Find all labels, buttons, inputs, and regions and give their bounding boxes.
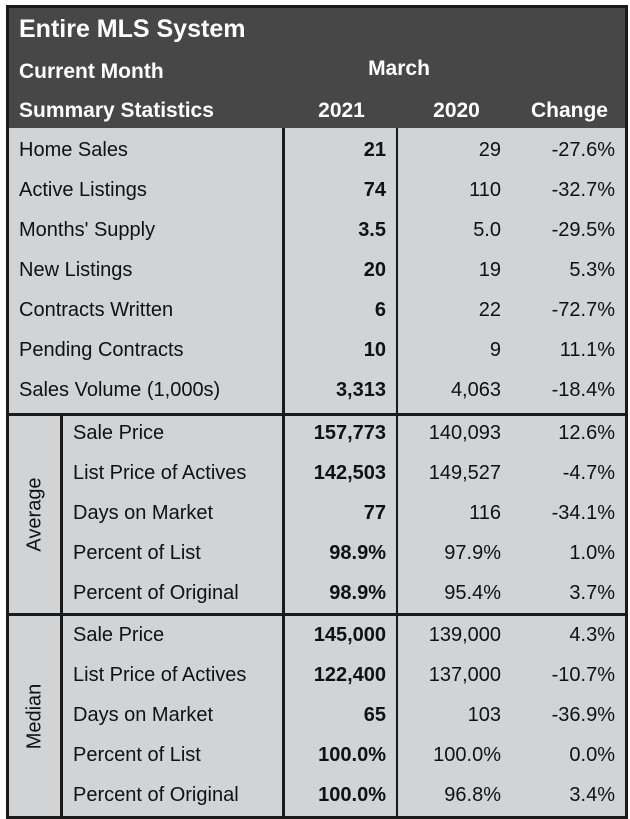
row-label: Percent of List	[73, 744, 201, 766]
value-2020: 139,000	[428, 624, 501, 646]
value-change: -29.5%	[551, 219, 615, 241]
value-2020: 149,527	[428, 462, 501, 484]
value-2020: 137,000	[428, 664, 501, 686]
average-side-label-cell: Average	[9, 416, 61, 613]
column-divider-2021	[282, 128, 285, 816]
column-divider-2020	[396, 128, 398, 816]
value-change: -36.9%	[551, 704, 615, 726]
value-2021: 65	[363, 704, 386, 726]
value-change: 11.1%	[559, 339, 615, 361]
value-2020: 29	[478, 139, 501, 161]
value-change: -34.1%	[551, 502, 615, 524]
row-label: Percent of List	[73, 542, 201, 564]
row-label: Home Sales	[19, 139, 128, 161]
row-label: List Price of Actives	[73, 462, 247, 484]
value-2021: 145,000	[313, 624, 386, 646]
value-2020: 95.4%	[444, 582, 501, 604]
summary-statistics-label: Summary Statistics	[19, 99, 214, 122]
column-header-2021: 2021	[318, 99, 365, 122]
value-2020: 96.8%	[444, 784, 501, 806]
value-2020: 103	[467, 704, 501, 726]
value-2021: 20	[363, 259, 386, 281]
value-change: -18.4%	[551, 379, 615, 401]
table-header: Entire MLS System Current Month Summary …	[9, 8, 625, 128]
row-label: Contracts Written	[19, 299, 174, 321]
value-2021: 21	[363, 139, 386, 161]
row-label: Pending Contracts	[19, 339, 184, 361]
row-label: Sales Volume (1,000s)	[19, 379, 221, 401]
value-2020: 97.9%	[444, 542, 501, 564]
value-change: 5.3%	[569, 259, 615, 281]
median-side-label: Median	[23, 683, 46, 749]
value-2020: 4,063	[450, 379, 501, 401]
value-2020: 5.0	[473, 219, 501, 241]
row-label: Days on Market	[73, 704, 214, 726]
row-label: Active Listings	[19, 179, 147, 201]
value-2020: 140,093	[428, 422, 501, 444]
value-2020: 100.0%	[433, 744, 501, 766]
value-change: 3.7%	[569, 582, 615, 604]
value-change: 1.0%	[569, 542, 615, 564]
value-2020: 22	[478, 299, 501, 321]
value-2021: 10	[363, 339, 386, 361]
value-2020: 19	[478, 259, 501, 281]
value-2021: 3,313	[335, 379, 386, 401]
section-divider-average	[9, 413, 625, 416]
value-2021: 98.9%	[329, 582, 386, 604]
median-side-label-cell: Median	[9, 616, 61, 816]
value-change: -10.7%	[551, 664, 615, 686]
row-label: Months' Supply	[19, 219, 156, 241]
value-2020: 9	[489, 339, 501, 361]
month-label: March	[368, 57, 430, 80]
column-header-2020: 2020	[433, 99, 480, 122]
value-2021: 100.0%	[318, 744, 386, 766]
value-2021: 100.0%	[318, 784, 386, 806]
row-label: Sale Price	[73, 624, 165, 646]
row-label: Percent of Original	[73, 784, 239, 806]
value-change: 4.3%	[569, 624, 615, 646]
value-2021: 98.9%	[329, 542, 386, 564]
average-side-label: Average	[23, 477, 46, 552]
value-2021: 142,503	[313, 462, 386, 484]
value-2021: 74	[363, 179, 386, 201]
column-header-change: Change	[530, 99, 608, 122]
value-change: -27.6%	[551, 139, 615, 161]
value-2021: 6	[374, 299, 386, 321]
value-2021: 122,400	[313, 664, 386, 686]
value-2021: 3.5	[358, 219, 386, 241]
row-label: Days on Market	[73, 502, 214, 524]
mls-statistics-table: Entire MLS System Current Month Summary …	[6, 5, 628, 819]
value-change: -4.7%	[562, 462, 615, 484]
row-label: List Price of Actives	[73, 664, 247, 686]
value-2021: 157,773	[313, 422, 386, 444]
table-title: Entire MLS System	[19, 15, 246, 43]
value-2020: 116	[469, 502, 501, 524]
row-label: New Listings	[19, 259, 133, 281]
value-change: 12.6%	[558, 422, 615, 444]
section-divider-median	[9, 613, 625, 616]
value-change: 0.0%	[569, 744, 615, 766]
value-change: -72.7%	[551, 299, 615, 321]
value-change: -32.7%	[551, 179, 615, 201]
value-2020: 110	[469, 179, 501, 201]
current-month-label: Current Month	[19, 60, 164, 83]
value-2021: 77	[363, 502, 386, 524]
row-label: Sale Price	[73, 422, 165, 444]
row-label: Percent of Original	[73, 582, 239, 604]
value-change: 3.4%	[569, 784, 615, 806]
